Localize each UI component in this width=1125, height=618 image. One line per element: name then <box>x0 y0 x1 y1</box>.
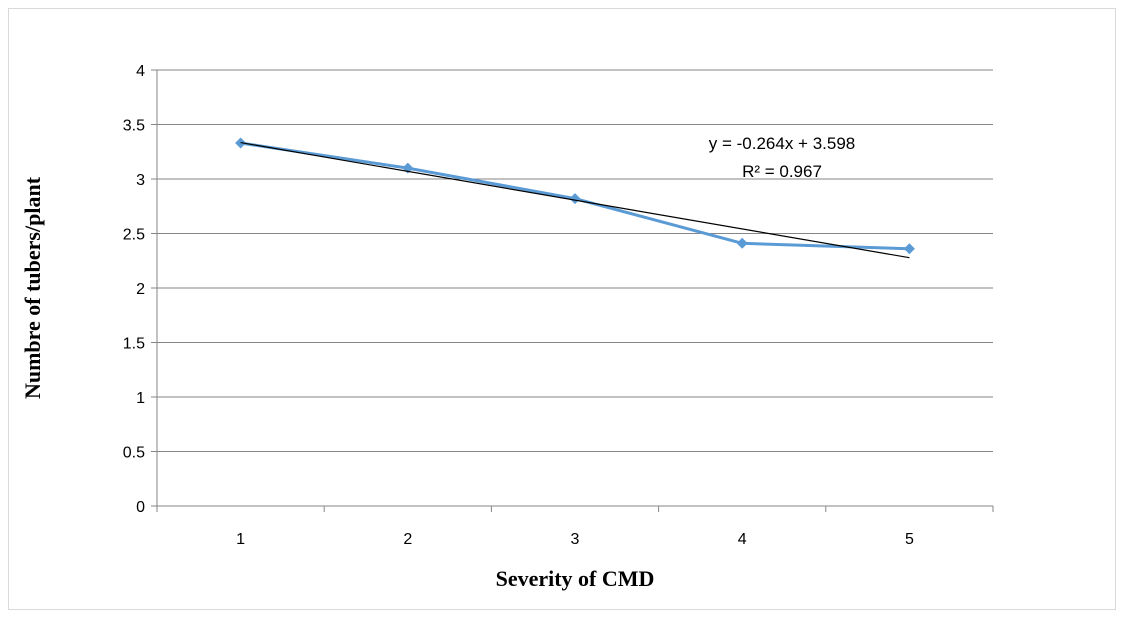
chart-area <box>8 8 1116 610</box>
x-tick-label: 4 <box>738 531 747 548</box>
trendline-r-squared: R² = 0.967 <box>742 162 822 181</box>
x-tick-labels: 1 2 3 4 5 <box>236 531 914 548</box>
data-point <box>569 193 581 205</box>
x-axis-title: Severity of CMD <box>496 566 655 591</box>
series-group <box>235 137 915 255</box>
y-tick-label: 2 <box>136 281 145 298</box>
y-tick-label: 4 <box>136 63 145 80</box>
data-point <box>903 243 915 255</box>
y-tick-label: 2.5 <box>123 227 145 244</box>
trendline-equation: y = -0.264x + 3.598 <box>709 134 856 153</box>
gridlines <box>157 69 993 452</box>
x-tick-label: 5 <box>905 531 914 548</box>
data-point <box>736 237 748 249</box>
y-tick-label: 3.5 <box>123 118 145 135</box>
y-tick-labels: 0 0.5 1 1.5 2 2.5 3 3.5 4 <box>123 63 145 516</box>
y-axis-title: Numbre of tubers/plant <box>20 176 45 399</box>
axes <box>151 69 994 512</box>
x-tick-label: 2 <box>403 531 412 548</box>
trendline-group <box>240 142 910 259</box>
y-tick-label: 0.5 <box>123 445 145 462</box>
x-tick-label: 3 <box>571 531 580 548</box>
x-tick-label: 1 <box>236 531 245 548</box>
y-tick-label: 3 <box>136 172 145 189</box>
y-tick-label: 1 <box>136 390 145 407</box>
y-tick-label: 0 <box>136 499 145 516</box>
trendline <box>240 142 910 259</box>
y-tick-label: 1.5 <box>123 336 145 353</box>
